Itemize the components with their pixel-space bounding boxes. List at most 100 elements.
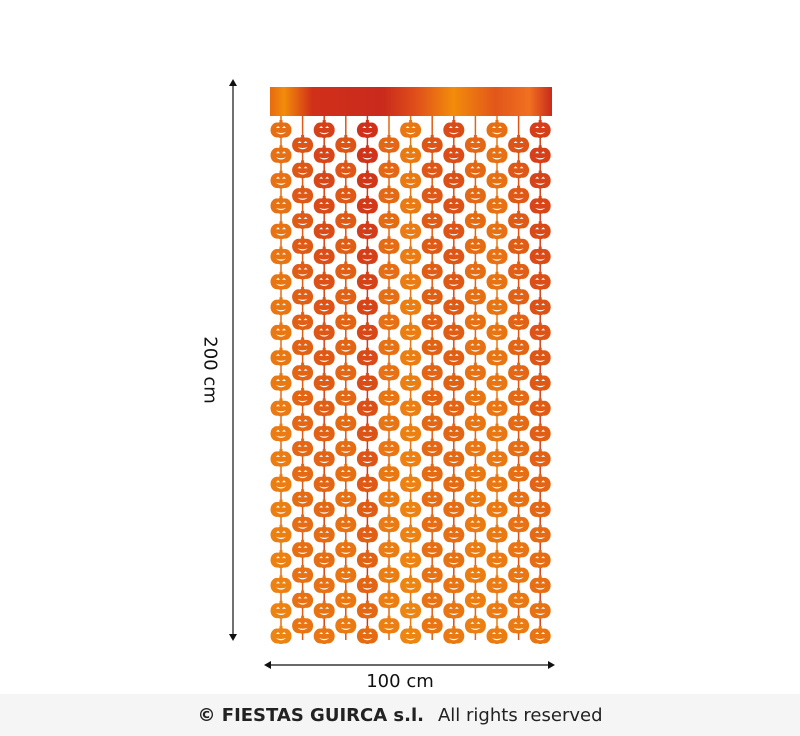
pumpkin — [292, 286, 314, 305]
pumpkin — [443, 499, 465, 518]
pumpkin-strand — [529, 116, 551, 644]
pumpkin — [378, 539, 400, 558]
pumpkin — [529, 297, 551, 316]
pumpkin — [356, 195, 378, 214]
pumpkin — [335, 362, 357, 381]
pumpkin — [508, 160, 530, 179]
pumpkin-strand — [270, 116, 292, 644]
pumpkin — [356, 221, 378, 240]
pumpkin — [335, 463, 357, 482]
pumpkin — [335, 286, 357, 305]
pumpkin — [292, 489, 314, 508]
pumpkin — [400, 322, 422, 341]
pumpkin — [356, 373, 378, 391]
pumpkin — [400, 575, 422, 594]
pumpkin — [335, 388, 357, 406]
pumpkin — [292, 362, 314, 381]
pumpkin — [464, 286, 486, 305]
pumpkin — [378, 590, 400, 609]
pumpkin — [270, 499, 292, 518]
pumpkin — [443, 398, 465, 417]
pumpkin — [335, 615, 357, 634]
pumpkin — [486, 170, 508, 189]
pumpkin — [313, 221, 335, 240]
pumpkin — [378, 615, 400, 634]
pumpkin — [464, 236, 486, 255]
pumpkin — [313, 398, 335, 417]
pumpkin — [292, 135, 314, 153]
pumpkin — [400, 120, 422, 138]
pumpkin — [529, 170, 551, 189]
pumpkin — [292, 261, 314, 280]
pumpkin-strand — [464, 116, 486, 640]
pumpkin — [400, 195, 422, 214]
pumpkin — [313, 626, 335, 644]
pumpkin — [443, 271, 465, 290]
pumpkin — [292, 185, 314, 204]
pumpkin — [378, 160, 400, 179]
pumpkin — [292, 590, 314, 609]
pumpkin — [421, 312, 443, 331]
pumpkin — [378, 312, 400, 331]
pumpkin — [508, 210, 530, 229]
pumpkin — [443, 170, 465, 189]
pumpkin — [400, 221, 422, 240]
pumpkin — [486, 524, 508, 543]
pumpkin — [270, 398, 292, 417]
pumpkin — [335, 590, 357, 609]
pumpkin — [400, 448, 422, 467]
pumpkin — [313, 120, 335, 138]
pumpkin — [464, 362, 486, 381]
pumpkin — [443, 221, 465, 240]
pumpkin — [464, 388, 486, 406]
pumpkin — [464, 438, 486, 457]
pumpkin — [443, 195, 465, 214]
pumpkin — [313, 550, 335, 569]
pumpkin — [421, 286, 443, 305]
pumpkin — [464, 539, 486, 558]
pumpkin — [400, 626, 422, 644]
pumpkin — [292, 312, 314, 331]
pumpkin — [508, 590, 530, 609]
pumpkin-strand — [292, 116, 314, 640]
pumpkin — [378, 210, 400, 229]
pumpkin — [443, 524, 465, 543]
pumpkin — [529, 626, 551, 644]
pumpkin — [529, 398, 551, 417]
pumpkin — [356, 322, 378, 341]
pumpkin — [400, 246, 422, 265]
pumpkin — [335, 210, 357, 229]
pumpkin — [400, 398, 422, 417]
pumpkin — [421, 590, 443, 609]
pumpkin — [421, 438, 443, 457]
pumpkin — [313, 575, 335, 594]
pumpkin — [421, 236, 443, 255]
pumpkin — [400, 423, 422, 442]
pumpkin — [421, 388, 443, 406]
pumpkin — [292, 160, 314, 179]
pumpkin — [508, 312, 530, 331]
pumpkin — [378, 286, 400, 305]
pumpkin — [486, 474, 508, 493]
pumpkin-strand — [313, 116, 335, 644]
pumpkin — [443, 550, 465, 569]
pumpkin — [400, 499, 422, 518]
pumpkin — [270, 120, 292, 138]
pumpkin — [443, 347, 465, 366]
pumpkin — [443, 373, 465, 391]
pumpkin — [443, 626, 465, 644]
pumpkin — [508, 565, 530, 584]
pumpkin — [486, 423, 508, 442]
pumpkin — [313, 524, 335, 543]
pumpkin — [464, 463, 486, 482]
pumpkin — [421, 135, 443, 153]
pumpkin — [270, 297, 292, 316]
pumpkin — [421, 514, 443, 533]
height-dimension-line — [229, 79, 237, 641]
pumpkin — [529, 499, 551, 518]
pumpkin — [508, 489, 530, 508]
pumpkin — [292, 210, 314, 229]
pumpkin — [400, 474, 422, 493]
pumpkin — [464, 489, 486, 508]
pumpkin-strand — [486, 116, 508, 644]
